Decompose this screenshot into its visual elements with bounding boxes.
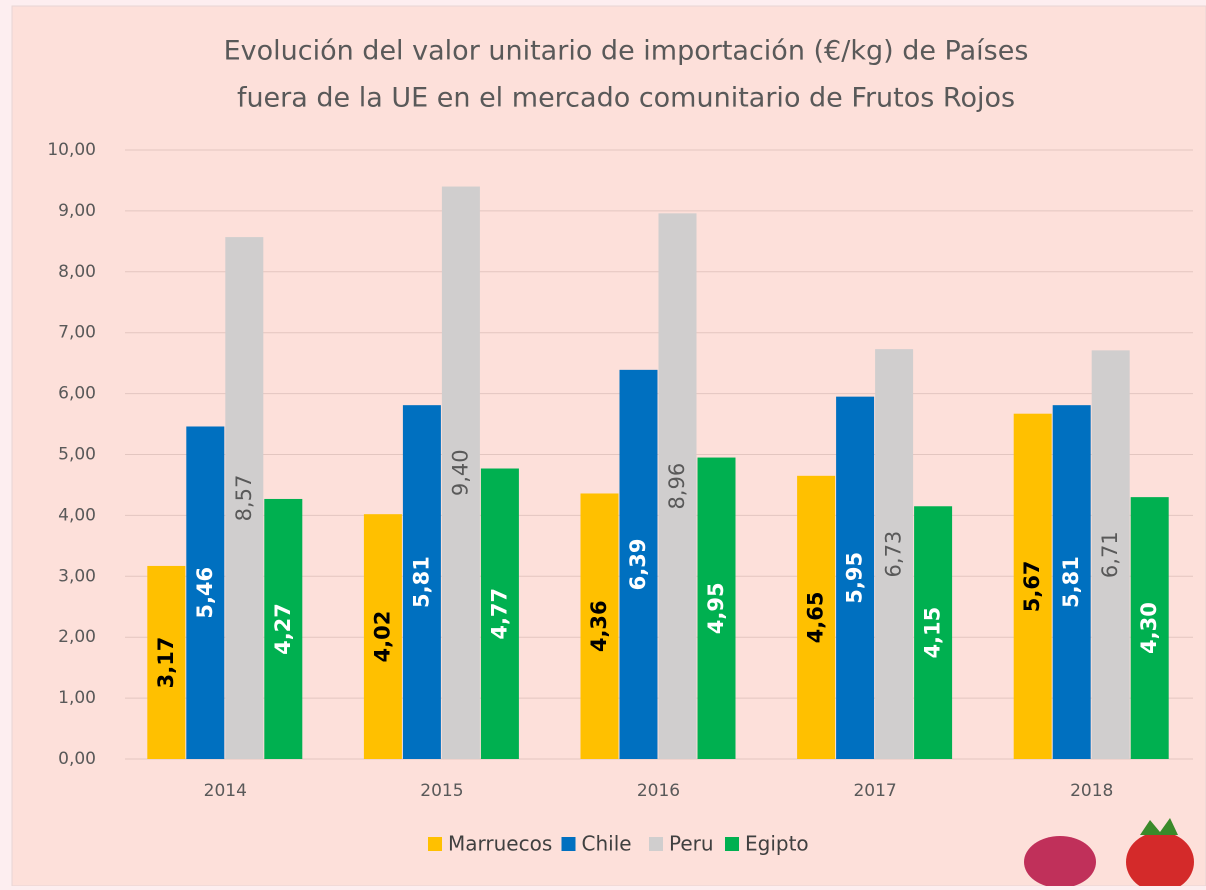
data-label: 6,39 [626, 539, 650, 591]
data-label: 9,40 [448, 449, 472, 496]
data-label: 4,77 [487, 588, 511, 640]
y-tick-label: 10,00 [47, 140, 96, 160]
data-label: 4,02 [370, 611, 394, 663]
y-tick-label: 2,00 [58, 627, 96, 647]
legend-label: Chile [582, 832, 632, 856]
data-label: 5,95 [843, 552, 867, 604]
y-tick-label: 4,00 [58, 505, 96, 525]
legend-swatch [725, 837, 739, 851]
x-tick-label: 2017 [853, 781, 896, 801]
y-tick-label: 6,00 [58, 384, 96, 404]
y-tick-label: 5,00 [58, 445, 96, 465]
x-tick-label: 2018 [1070, 781, 1113, 801]
y-tick-label: 9,00 [58, 201, 96, 221]
chart-title: fuera de la UE en el mercado comunitario… [237, 83, 1015, 114]
y-tick-label: 1,00 [58, 688, 96, 708]
data-label: 8,96 [665, 463, 689, 510]
x-tick-label: 2014 [204, 781, 247, 801]
data-label: 6,73 [882, 531, 906, 578]
data-label: 5,67 [1020, 560, 1044, 612]
data-label: 5,81 [409, 556, 433, 608]
y-tick-label: 7,00 [58, 323, 96, 343]
legend-swatch [649, 837, 663, 851]
legend-swatch [428, 837, 442, 851]
data-label: 4,15 [921, 607, 945, 659]
legend-label: Marruecos [448, 832, 552, 856]
data-label: 4,36 [587, 600, 611, 652]
chart-title: Evolución del valor unitario de importac… [224, 36, 1029, 67]
chart: Evolución del valor unitario de importac… [0, 0, 1206, 886]
x-tick-label: 2015 [420, 781, 463, 801]
y-tick-label: 3,00 [58, 566, 96, 586]
data-label: 5,81 [1059, 556, 1083, 608]
data-label: 4,95 [704, 582, 728, 634]
data-label: 4,65 [804, 591, 828, 643]
legend-label: Egipto [745, 832, 809, 856]
legend-swatch [562, 837, 576, 851]
y-tick-label: 8,00 [58, 262, 96, 282]
y-tick-label: 0,00 [58, 749, 96, 769]
data-label: 4,27 [271, 603, 295, 655]
data-label: 5,46 [193, 567, 217, 619]
page: Evolución del valor unitario de importac… [0, 0, 1206, 886]
data-label: 4,30 [1137, 602, 1161, 654]
data-label: 8,57 [232, 475, 256, 522]
data-label: 6,71 [1098, 531, 1122, 578]
legend-label: Peru [669, 832, 714, 856]
x-tick-label: 2016 [637, 781, 680, 801]
data-label: 3,17 [154, 637, 178, 689]
